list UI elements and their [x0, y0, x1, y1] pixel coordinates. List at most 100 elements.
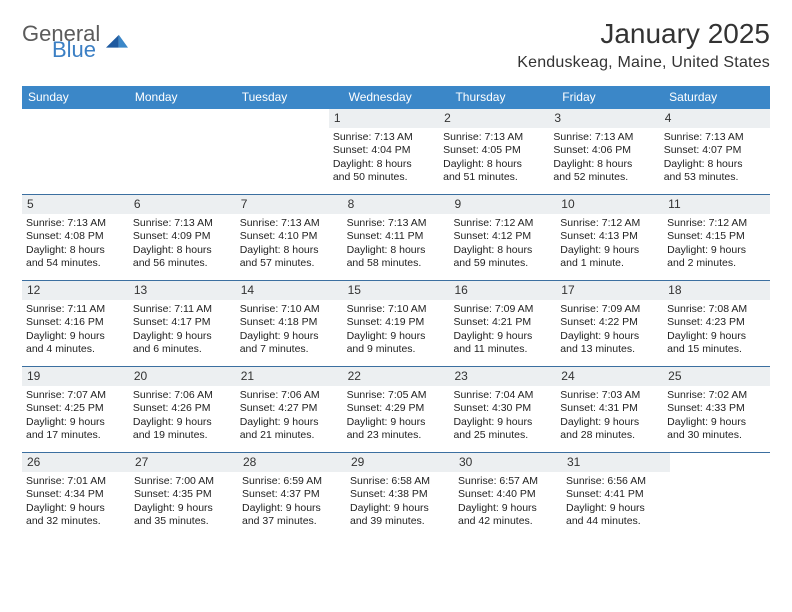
empty-day [227, 109, 329, 194]
dow-cell: Saturday [663, 86, 770, 109]
day-details: Sunrise: 7:13 AMSunset: 4:05 PMDaylight:… [443, 131, 545, 185]
day-number: 12 [22, 281, 129, 300]
day-details: Sunrise: 7:10 AMSunset: 4:19 PMDaylight:… [347, 303, 446, 357]
day-number: 28 [238, 453, 346, 472]
day-cell: 6 Sunrise: 7:13 AMSunset: 4:09 PMDaylight… [129, 195, 236, 280]
day-details: Sunrise: 6:58 AMSunset: 4:38 PMDaylight:… [350, 475, 450, 529]
day-cell: 24 Sunrise: 7:03 AMSunset: 4:31 PMDayligh… [556, 367, 663, 452]
day-number: 23 [449, 367, 556, 386]
day-number: 18 [663, 281, 770, 300]
day-details: Sunrise: 7:09 AMSunset: 4:22 PMDaylight:… [560, 303, 659, 357]
day-number: 29 [346, 453, 454, 472]
day-details: Sunrise: 7:12 AMSunset: 4:15 PMDaylight:… [667, 217, 766, 271]
day-cell: 25Sunrise: 7:02 AMSunset: 4:33 PMDayligh… [663, 367, 770, 452]
dow-cell: Sunday [22, 86, 129, 109]
day-details: Sunrise: 7:12 AMSunset: 4:13 PMDaylight:… [560, 217, 659, 271]
day-details: Sunrise: 7:08 AMSunset: 4:23 PMDaylight:… [667, 303, 766, 357]
day-number: 3 [549, 109, 659, 128]
day-cell: 1 Sunrise: 7:13 AMSunset: 4:04 PMDaylight… [329, 109, 439, 194]
dow-cell: Wednesday [343, 86, 450, 109]
day-cell: 30Sunrise: 6:57 AMSunset: 4:40 PMDayligh… [454, 453, 562, 539]
day-details: Sunrise: 7:06 AMSunset: 4:26 PMDaylight:… [133, 389, 232, 443]
day-number: 9 [449, 195, 556, 214]
day-cell: 10 Sunrise: 7:12 AMSunset: 4:13 PMDayligh… [556, 195, 663, 280]
brand-text-2: Blue [52, 40, 100, 60]
month-title: January 2025 [517, 18, 770, 50]
title-block: January 2025 Kenduskeag, Maine, United S… [517, 18, 770, 72]
day-cell: 14 Sunrise: 7:10 AMSunset: 4:18 PMDayligh… [236, 281, 343, 366]
dow-cell: Monday [129, 86, 236, 109]
day-cell: 2 Sunrise: 7:13 AMSunset: 4:05 PMDaylight… [439, 109, 549, 194]
day-of-week-header: SundayMondayTuesdayWednesdayThursdayFrid… [22, 86, 770, 109]
day-number: 15 [343, 281, 450, 300]
day-number: 21 [236, 367, 343, 386]
weeks-container: 1 Sunrise: 7:13 AMSunset: 4:04 PMDaylight… [22, 109, 770, 539]
day-cell: 29 Sunrise: 6:58 AMSunset: 4:38 PMDayligh… [346, 453, 454, 539]
dow-cell: Thursday [449, 86, 556, 109]
day-details: Sunrise: 6:59 AMSunset: 4:37 PMDaylight:… [242, 475, 342, 529]
day-number: 1 [329, 109, 439, 128]
brand-logo: General Blue [22, 18, 128, 60]
day-number: 2 [439, 109, 549, 128]
day-cell: 27 Sunrise: 7:00 AMSunset: 4:35 PMDayligh… [130, 453, 238, 539]
day-number: 10 [556, 195, 663, 214]
day-number: 13 [129, 281, 236, 300]
day-details: Sunrise: 7:01 AMSunset: 4:34 PMDaylight:… [26, 475, 126, 529]
day-cell: 9Sunrise: 7:12 AMSunset: 4:12 PMDaylight… [449, 195, 556, 280]
day-number: 20 [129, 367, 236, 386]
day-number: 11 [663, 195, 770, 214]
day-cell: 3Sunrise: 7:13 AMSunset: 4:06 PMDaylight… [549, 109, 659, 194]
week-row: 5 Sunrise: 7:13 AMSunset: 4:08 PMDaylight… [22, 195, 770, 281]
day-cell: 11 Sunrise: 7:12 AMSunset: 4:15 PMDayligh… [663, 195, 770, 280]
brand-mark-icon [106, 33, 128, 51]
week-row: 26Sunrise: 7:01 AMSunset: 4:34 PMDayligh… [22, 453, 770, 539]
day-details: Sunrise: 7:13 AMSunset: 4:11 PMDaylight:… [347, 217, 446, 271]
day-cell: 15 Sunrise: 7:10 AMSunset: 4:19 PMDayligh… [343, 281, 450, 366]
day-cell: 4Sunrise: 7:13 AMSunset: 4:07 PMDaylight… [660, 109, 770, 194]
day-cell: 22Sunrise: 7:05 AMSunset: 4:29 PMDayligh… [343, 367, 450, 452]
day-cell: 16Sunrise: 7:09 AMSunset: 4:21 PMDayligh… [449, 281, 556, 366]
week-row: 19Sunrise: 7:07 AMSunset: 4:25 PMDayligh… [22, 367, 770, 453]
day-details: Sunrise: 7:05 AMSunset: 4:29 PMDaylight:… [347, 389, 446, 443]
day-cell: 26Sunrise: 7:01 AMSunset: 4:34 PMDayligh… [22, 453, 130, 539]
day-details: Sunrise: 7:13 AMSunset: 4:04 PMDaylight:… [333, 131, 435, 185]
day-number: 27 [130, 453, 238, 472]
day-cell: 13 Sunrise: 7:11 AMSunset: 4:17 PMDayligh… [129, 281, 236, 366]
day-cell: 31Sunrise: 6:56 AMSunset: 4:41 PMDayligh… [562, 453, 670, 539]
empty-day [124, 109, 226, 194]
day-cell: 12 Sunrise: 7:11 AMSunset: 4:16 PMDayligh… [22, 281, 129, 366]
day-details: Sunrise: 7:11 AMSunset: 4:16 PMDaylight:… [26, 303, 125, 357]
day-details: Sunrise: 7:13 AMSunset: 4:08 PMDaylight:… [26, 217, 125, 271]
day-details: Sunrise: 7:04 AMSunset: 4:30 PMDaylight:… [453, 389, 552, 443]
day-number: 5 [22, 195, 129, 214]
day-details: Sunrise: 7:11 AMSunset: 4:17 PMDaylight:… [133, 303, 232, 357]
day-cell: 20 Sunrise: 7:06 AMSunset: 4:26 PMDayligh… [129, 367, 236, 452]
day-number: 14 [236, 281, 343, 300]
day-cell: 18 Sunrise: 7:08 AMSunset: 4:23 PMDayligh… [663, 281, 770, 366]
day-number: 6 [129, 195, 236, 214]
week-row: 1 Sunrise: 7:13 AMSunset: 4:04 PMDaylight… [22, 109, 770, 195]
day-cell: 23 Sunrise: 7:04 AMSunset: 4:30 PMDayligh… [449, 367, 556, 452]
calendar-grid: SundayMondayTuesdayWednesdayThursdayFrid… [22, 86, 770, 539]
day-cell: 7Sunrise: 7:13 AMSunset: 4:10 PMDaylight… [236, 195, 343, 280]
day-details: Sunrise: 7:03 AMSunset: 4:31 PMDaylight:… [560, 389, 659, 443]
location-text: Kenduskeag, Maine, United States [517, 54, 770, 72]
empty-day [22, 109, 124, 194]
week-row: 12 Sunrise: 7:11 AMSunset: 4:16 PMDayligh… [22, 281, 770, 367]
day-details: Sunrise: 7:07 AMSunset: 4:25 PMDaylight:… [26, 389, 125, 443]
day-details: Sunrise: 7:02 AMSunset: 4:33 PMDaylight:… [667, 389, 766, 443]
day-details: Sunrise: 7:10 AMSunset: 4:18 PMDaylight:… [240, 303, 339, 357]
day-details: Sunrise: 7:13 AMSunset: 4:07 PMDaylight:… [664, 131, 766, 185]
day-number: 17 [556, 281, 663, 300]
day-details: Sunrise: 7:06 AMSunset: 4:27 PMDaylight:… [240, 389, 339, 443]
day-cell: 5 Sunrise: 7:13 AMSunset: 4:08 PMDaylight… [22, 195, 129, 280]
day-details: Sunrise: 7:13 AMSunset: 4:09 PMDaylight:… [133, 217, 232, 271]
day-number: 16 [449, 281, 556, 300]
dow-cell: Tuesday [236, 86, 343, 109]
day-number: 7 [236, 195, 343, 214]
dow-cell: Friday [556, 86, 663, 109]
day-number: 31 [562, 453, 670, 472]
day-details: Sunrise: 7:00 AMSunset: 4:35 PMDaylight:… [134, 475, 234, 529]
day-number: 24 [556, 367, 663, 386]
day-number: 8 [343, 195, 450, 214]
